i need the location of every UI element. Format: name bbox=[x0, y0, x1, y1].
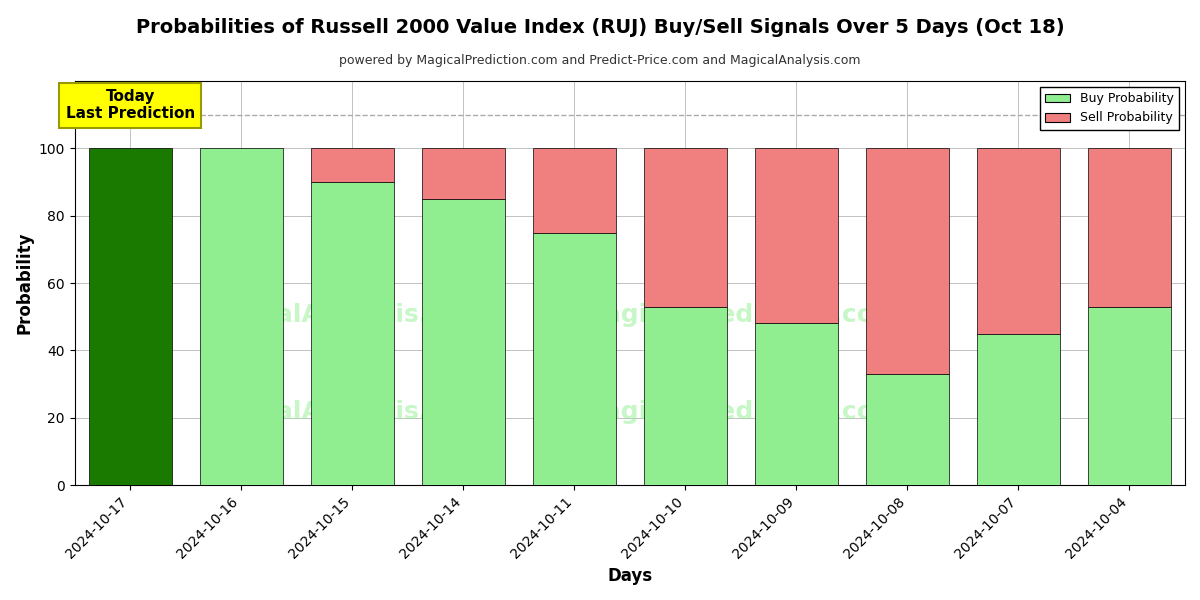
Text: Today
Last Prediction: Today Last Prediction bbox=[66, 89, 194, 121]
Bar bbox=[1088, 307, 1171, 485]
Y-axis label: Probability: Probability bbox=[16, 232, 34, 334]
Bar bbox=[89, 148, 172, 485]
Legend: Buy Probability, Sell Probability: Buy Probability, Sell Probability bbox=[1040, 87, 1178, 130]
Bar bbox=[643, 148, 727, 307]
Bar bbox=[865, 148, 949, 374]
Bar bbox=[1088, 148, 1171, 307]
Bar bbox=[643, 307, 727, 485]
Text: MagicalPrediction.com: MagicalPrediction.com bbox=[581, 304, 901, 328]
Text: Probabilities of Russell 2000 Value Index (RUJ) Buy/Sell Signals Over 5 Days (Oc: Probabilities of Russell 2000 Value Inde… bbox=[136, 18, 1064, 37]
Bar bbox=[311, 148, 394, 182]
Bar bbox=[533, 148, 616, 233]
Bar bbox=[421, 199, 505, 485]
Text: powered by MagicalPrediction.com and Predict-Price.com and MagicalAnalysis.com: powered by MagicalPrediction.com and Pre… bbox=[340, 54, 860, 67]
Bar bbox=[977, 334, 1060, 485]
Text: calAnalysis.com: calAnalysis.com bbox=[262, 400, 487, 424]
Bar bbox=[865, 374, 949, 485]
Bar bbox=[533, 233, 616, 485]
Bar bbox=[311, 182, 394, 485]
Bar bbox=[199, 148, 283, 485]
Bar bbox=[755, 323, 838, 485]
Bar bbox=[977, 148, 1060, 334]
Bar bbox=[755, 148, 838, 323]
Bar bbox=[421, 148, 505, 199]
Text: MagicalPrediction.com: MagicalPrediction.com bbox=[581, 400, 901, 424]
X-axis label: Days: Days bbox=[607, 567, 653, 585]
Text: calAnalysis.com: calAnalysis.com bbox=[262, 304, 487, 328]
